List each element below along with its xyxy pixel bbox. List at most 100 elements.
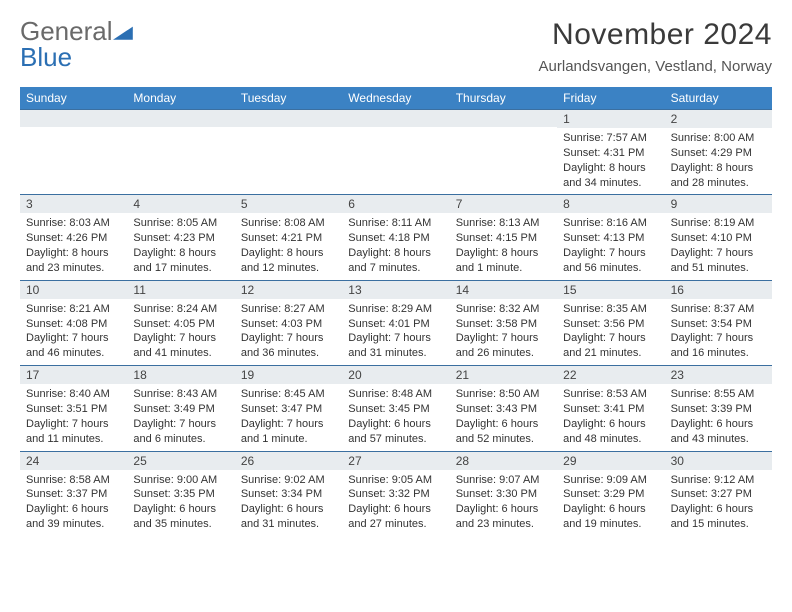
day-cell: 6Sunrise: 8:11 AMSunset: 4:18 PMDaylight…: [342, 195, 449, 279]
day-body: Sunrise: 8:53 AMSunset: 3:41 PMDaylight:…: [557, 384, 664, 450]
day-body: Sunrise: 8:45 AMSunset: 3:47 PMDaylight:…: [235, 384, 342, 450]
day-cell: 19Sunrise: 8:45 AMSunset: 3:47 PMDayligh…: [235, 366, 342, 450]
daylight-text: Daylight: 6 hours and 43 minutes.: [671, 417, 766, 447]
sunrise-text: Sunrise: 8:35 AM: [563, 302, 658, 317]
sunset-text: Sunset: 3:32 PM: [348, 487, 443, 502]
day-body: Sunrise: 8:11 AMSunset: 4:18 PMDaylight:…: [342, 213, 449, 279]
day-cell: 7Sunrise: 8:13 AMSunset: 4:15 PMDaylight…: [450, 195, 557, 279]
day-number: 18: [127, 366, 234, 384]
sunrise-text: Sunrise: 8:40 AM: [26, 387, 121, 402]
daylight-text: Daylight: 7 hours and 56 minutes.: [563, 246, 658, 276]
day-number: 28: [450, 452, 557, 470]
day-cell: 3Sunrise: 8:03 AMSunset: 4:26 PMDaylight…: [20, 195, 127, 279]
day-cell: 4Sunrise: 8:05 AMSunset: 4:23 PMDaylight…: [127, 195, 234, 279]
day-body: Sunrise: 8:19 AMSunset: 4:10 PMDaylight:…: [665, 213, 772, 279]
sunset-text: Sunset: 4:05 PM: [133, 317, 228, 332]
day-body: Sunrise: 8:05 AMSunset: 4:23 PMDaylight:…: [127, 213, 234, 279]
sunrise-text: Sunrise: 8:43 AM: [133, 387, 228, 402]
sunset-text: Sunset: 4:26 PM: [26, 231, 121, 246]
day-cell: 16Sunrise: 8:37 AMSunset: 3:54 PMDayligh…: [665, 281, 772, 365]
day-cell: 10Sunrise: 8:21 AMSunset: 4:08 PMDayligh…: [20, 281, 127, 365]
sunset-text: Sunset: 4:29 PM: [671, 146, 766, 161]
logo-text: General Blue: [20, 18, 135, 70]
sunset-text: Sunset: 3:30 PM: [456, 487, 551, 502]
sunrise-text: Sunrise: 9:00 AM: [133, 473, 228, 488]
sunset-text: Sunset: 3:37 PM: [26, 487, 121, 502]
daylight-text: Daylight: 8 hours and 7 minutes.: [348, 246, 443, 276]
calendar: SundayMondayTuesdayWednesdayThursdayFrid…: [20, 87, 772, 536]
daylight-text: Daylight: 6 hours and 48 minutes.: [563, 417, 658, 447]
sunrise-text: Sunrise: 8:29 AM: [348, 302, 443, 317]
daylight-text: Daylight: 7 hours and 16 minutes.: [671, 331, 766, 361]
day-cell: [127, 110, 234, 194]
day-number: [450, 110, 557, 127]
week-row: 17Sunrise: 8:40 AMSunset: 3:51 PMDayligh…: [20, 365, 772, 450]
day-number: 3: [20, 195, 127, 213]
daylight-text: Daylight: 7 hours and 26 minutes.: [456, 331, 551, 361]
day-number: 6: [342, 195, 449, 213]
day-number: 23: [665, 366, 772, 384]
week-row: 24Sunrise: 8:58 AMSunset: 3:37 PMDayligh…: [20, 451, 772, 536]
day-number: 5: [235, 195, 342, 213]
day-cell: 8Sunrise: 8:16 AMSunset: 4:13 PMDaylight…: [557, 195, 664, 279]
week-row: 1Sunrise: 7:57 AMSunset: 4:31 PMDaylight…: [20, 109, 772, 194]
day-body: Sunrise: 9:00 AMSunset: 3:35 PMDaylight:…: [127, 470, 234, 536]
day-body: Sunrise: 8:21 AMSunset: 4:08 PMDaylight:…: [20, 299, 127, 365]
week-row: 10Sunrise: 8:21 AMSunset: 4:08 PMDayligh…: [20, 280, 772, 365]
day-number: [127, 110, 234, 127]
logo-triangle-icon: [113, 20, 135, 42]
sunset-text: Sunset: 4:10 PM: [671, 231, 766, 246]
sunrise-text: Sunrise: 8:50 AM: [456, 387, 551, 402]
sunrise-text: Sunrise: 9:12 AM: [671, 473, 766, 488]
sunrise-text: Sunrise: 8:37 AM: [671, 302, 766, 317]
day-cell: 25Sunrise: 9:00 AMSunset: 3:35 PMDayligh…: [127, 452, 234, 536]
day-cell: 14Sunrise: 8:32 AMSunset: 3:58 PMDayligh…: [450, 281, 557, 365]
day-number: 25: [127, 452, 234, 470]
sunset-text: Sunset: 4:08 PM: [26, 317, 121, 332]
sunrise-text: Sunrise: 8:08 AM: [241, 216, 336, 231]
sunset-text: Sunset: 3:43 PM: [456, 402, 551, 417]
sunset-text: Sunset: 4:15 PM: [456, 231, 551, 246]
sunset-text: Sunset: 3:27 PM: [671, 487, 766, 502]
sunset-text: Sunset: 4:13 PM: [563, 231, 658, 246]
sunset-text: Sunset: 3:35 PM: [133, 487, 228, 502]
sunrise-text: Sunrise: 8:48 AM: [348, 387, 443, 402]
day-body: Sunrise: 9:05 AMSunset: 3:32 PMDaylight:…: [342, 470, 449, 536]
sunrise-text: Sunrise: 8:24 AM: [133, 302, 228, 317]
sunrise-text: Sunrise: 9:05 AM: [348, 473, 443, 488]
sunrise-text: Sunrise: 8:55 AM: [671, 387, 766, 402]
day-cell: [342, 110, 449, 194]
day-body: Sunrise: 8:00 AMSunset: 4:29 PMDaylight:…: [665, 128, 772, 194]
day-cell: 21Sunrise: 8:50 AMSunset: 3:43 PMDayligh…: [450, 366, 557, 450]
day-cell: 2Sunrise: 8:00 AMSunset: 4:29 PMDaylight…: [665, 110, 772, 194]
day-number: 14: [450, 281, 557, 299]
day-body: [342, 127, 449, 134]
header: General Blue November 2024 Aurlandsvange…: [20, 18, 772, 75]
day-body: Sunrise: 9:12 AMSunset: 3:27 PMDaylight:…: [665, 470, 772, 536]
daylight-text: Daylight: 6 hours and 57 minutes.: [348, 417, 443, 447]
day-body: [450, 127, 557, 134]
sunset-text: Sunset: 3:34 PM: [241, 487, 336, 502]
daylight-text: Daylight: 7 hours and 1 minute.: [241, 417, 336, 447]
day-cell: [235, 110, 342, 194]
day-cell: [20, 110, 127, 194]
dow-cell: Wednesday: [342, 87, 449, 109]
day-number: 29: [557, 452, 664, 470]
dow-cell: Saturday: [665, 87, 772, 109]
day-body: Sunrise: 9:09 AMSunset: 3:29 PMDaylight:…: [557, 470, 664, 536]
sunset-text: Sunset: 4:01 PM: [348, 317, 443, 332]
sunset-text: Sunset: 3:39 PM: [671, 402, 766, 417]
day-number: 15: [557, 281, 664, 299]
day-body: Sunrise: 8:27 AMSunset: 4:03 PMDaylight:…: [235, 299, 342, 365]
day-cell: 15Sunrise: 8:35 AMSunset: 3:56 PMDayligh…: [557, 281, 664, 365]
dow-cell: Sunday: [20, 87, 127, 109]
sunset-text: Sunset: 4:23 PM: [133, 231, 228, 246]
day-number: 11: [127, 281, 234, 299]
dow-cell: Monday: [127, 87, 234, 109]
sunset-text: Sunset: 4:03 PM: [241, 317, 336, 332]
sunset-text: Sunset: 3:56 PM: [563, 317, 658, 332]
daylight-text: Daylight: 7 hours and 11 minutes.: [26, 417, 121, 447]
day-body: [20, 127, 127, 134]
daylight-text: Daylight: 6 hours and 15 minutes.: [671, 502, 766, 532]
sunset-text: Sunset: 3:58 PM: [456, 317, 551, 332]
